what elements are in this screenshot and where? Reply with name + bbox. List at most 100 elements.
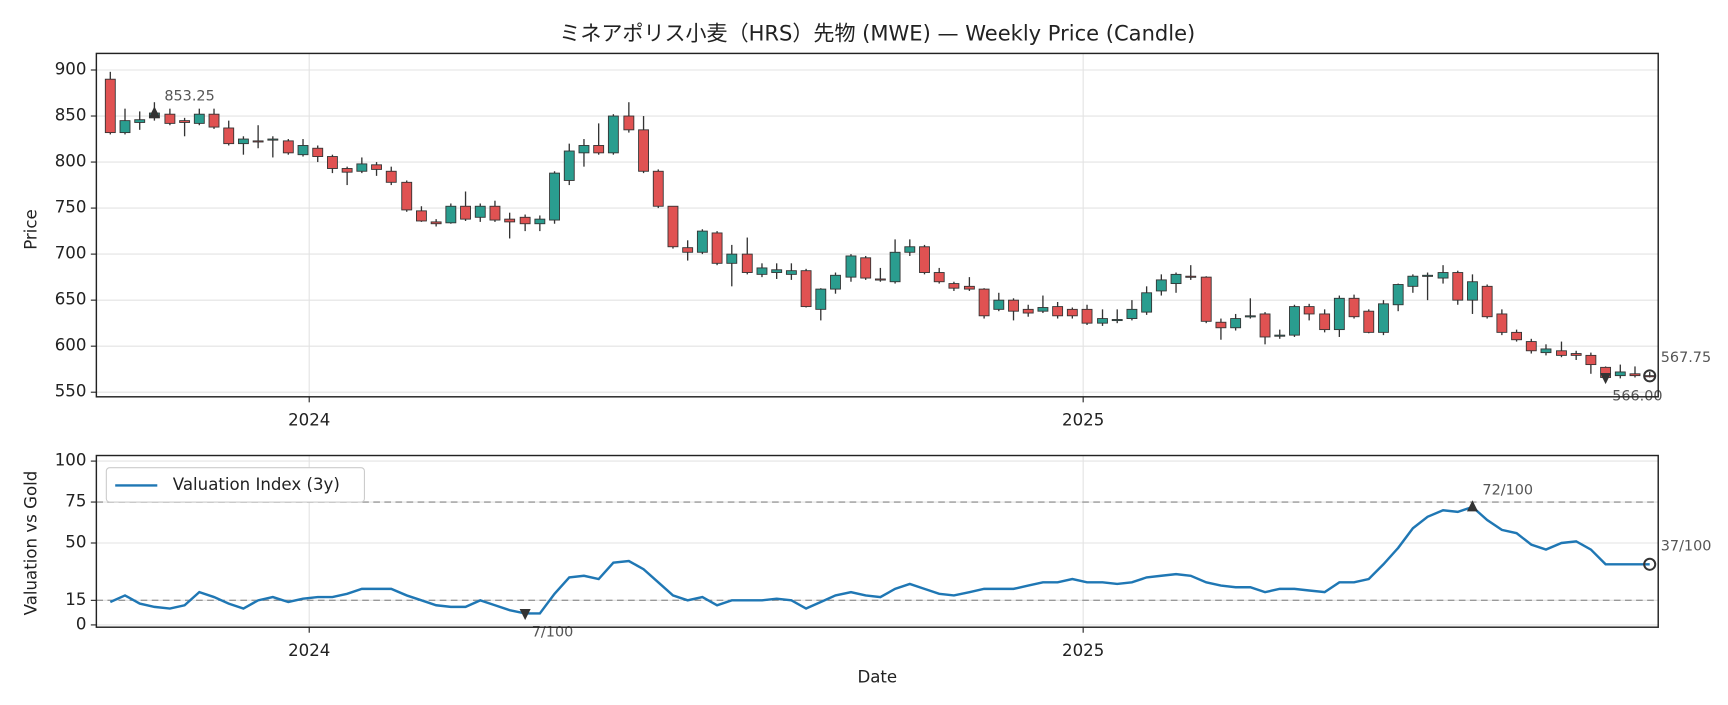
y-tick-label: 600 (55, 336, 87, 355)
y-tick-label: 50 (65, 532, 86, 551)
candle-body (1556, 350, 1567, 356)
candle-body (696, 230, 708, 253)
candle-body (860, 257, 872, 279)
y-tick-label: 850 (55, 106, 87, 125)
candle-body (1052, 306, 1064, 317)
y-tick-label: 700 (55, 244, 87, 263)
candle-body (134, 119, 146, 123)
candle-body (460, 205, 471, 220)
candle-body (549, 172, 560, 221)
candle-body (978, 288, 990, 317)
candle-body (1496, 313, 1508, 333)
candle-body (741, 253, 753, 273)
legend-box (105, 467, 365, 503)
y-axis-label: Price (22, 209, 41, 250)
y-tick-label: 15 (65, 590, 86, 609)
candle-body (1037, 307, 1049, 312)
candle-body (830, 274, 841, 290)
candle-body (312, 147, 324, 157)
candle-body (1481, 285, 1493, 318)
candle-body (1378, 303, 1389, 333)
candle-body (711, 232, 723, 264)
candle-body (356, 163, 368, 172)
candle-body (1185, 275, 1197, 278)
candle-body (534, 218, 546, 225)
candle-body (948, 283, 960, 289)
candle-body (771, 269, 783, 273)
candle-body (1525, 341, 1537, 352)
x-tick-label: 2025 (1062, 411, 1104, 430)
candle-body (1170, 273, 1182, 285)
candle-body (1644, 375, 1656, 378)
candle-body (1081, 308, 1093, 324)
candle-body (416, 210, 427, 222)
candle-body (1452, 272, 1464, 301)
candle-body (1422, 274, 1434, 277)
candle-body (1319, 313, 1331, 331)
candle-body (607, 115, 619, 154)
candle-body (504, 218, 516, 223)
candle-body (904, 246, 916, 253)
y-tick-label: 75 (65, 492, 86, 511)
candle-body (1614, 371, 1626, 377)
candle-body (578, 145, 590, 154)
candle-body (1585, 354, 1597, 366)
candle-body (208, 113, 220, 128)
y-tick-label: 100 (55, 451, 87, 470)
candle-body (1155, 279, 1167, 292)
candle-body (638, 129, 649, 172)
annotation-label: 853.25 (164, 88, 214, 104)
legend-label: Valuation Index (3y) (173, 475, 340, 494)
candle-body (1259, 313, 1271, 338)
candle-body (1097, 318, 1108, 324)
axes-frame (95, 454, 1659, 628)
candle-body (1066, 308, 1078, 317)
x-axis-label: Date (857, 668, 897, 687)
candle-body (1289, 306, 1300, 336)
annotation-marker (519, 609, 531, 621)
candle-body (800, 270, 812, 308)
candle-body (993, 299, 1005, 310)
candle-body (1200, 276, 1212, 322)
candle-body (1244, 315, 1256, 318)
candle-body (963, 285, 975, 290)
candle-body (1363, 310, 1375, 333)
candle-body (815, 288, 827, 310)
candle-body (104, 78, 116, 134)
candle-body (119, 120, 131, 134)
candle-body (1111, 319, 1123, 322)
candle-body (267, 138, 279, 141)
candle-body (1467, 281, 1478, 301)
candle-body (1126, 308, 1138, 319)
candle-body (1540, 348, 1552, 354)
candle-body (623, 115, 635, 131)
y-tick-label: 800 (55, 152, 87, 171)
candle-body (1008, 299, 1019, 312)
annotation-label: 567.75 (1661, 350, 1711, 366)
candle-body (282, 140, 294, 154)
candle-body (667, 205, 679, 248)
annotation-marker (148, 106, 160, 118)
candle-body (252, 140, 264, 143)
candle-body (889, 251, 901, 283)
candle-body (1022, 308, 1034, 314)
annotation-marker (1643, 557, 1657, 571)
candle-body (164, 113, 176, 124)
annotation-label: 72/100 (1482, 482, 1533, 498)
candle-body (563, 150, 575, 181)
candle-body (1141, 292, 1153, 313)
y-axis-label: Valuation vs Gold (22, 471, 41, 616)
candle-body (874, 278, 886, 281)
candle-body (845, 255, 857, 278)
candle-body (652, 170, 664, 207)
x-tick-label: 2025 (1062, 641, 1104, 660)
candle-body (326, 156, 338, 169)
candle-body (1437, 272, 1449, 279)
candle-body (1570, 353, 1582, 356)
y-tick-label: 550 (55, 382, 87, 401)
candle-body (1215, 321, 1227, 329)
candle-body (445, 205, 457, 224)
candle-body (933, 272, 945, 283)
candle-body (385, 170, 397, 183)
